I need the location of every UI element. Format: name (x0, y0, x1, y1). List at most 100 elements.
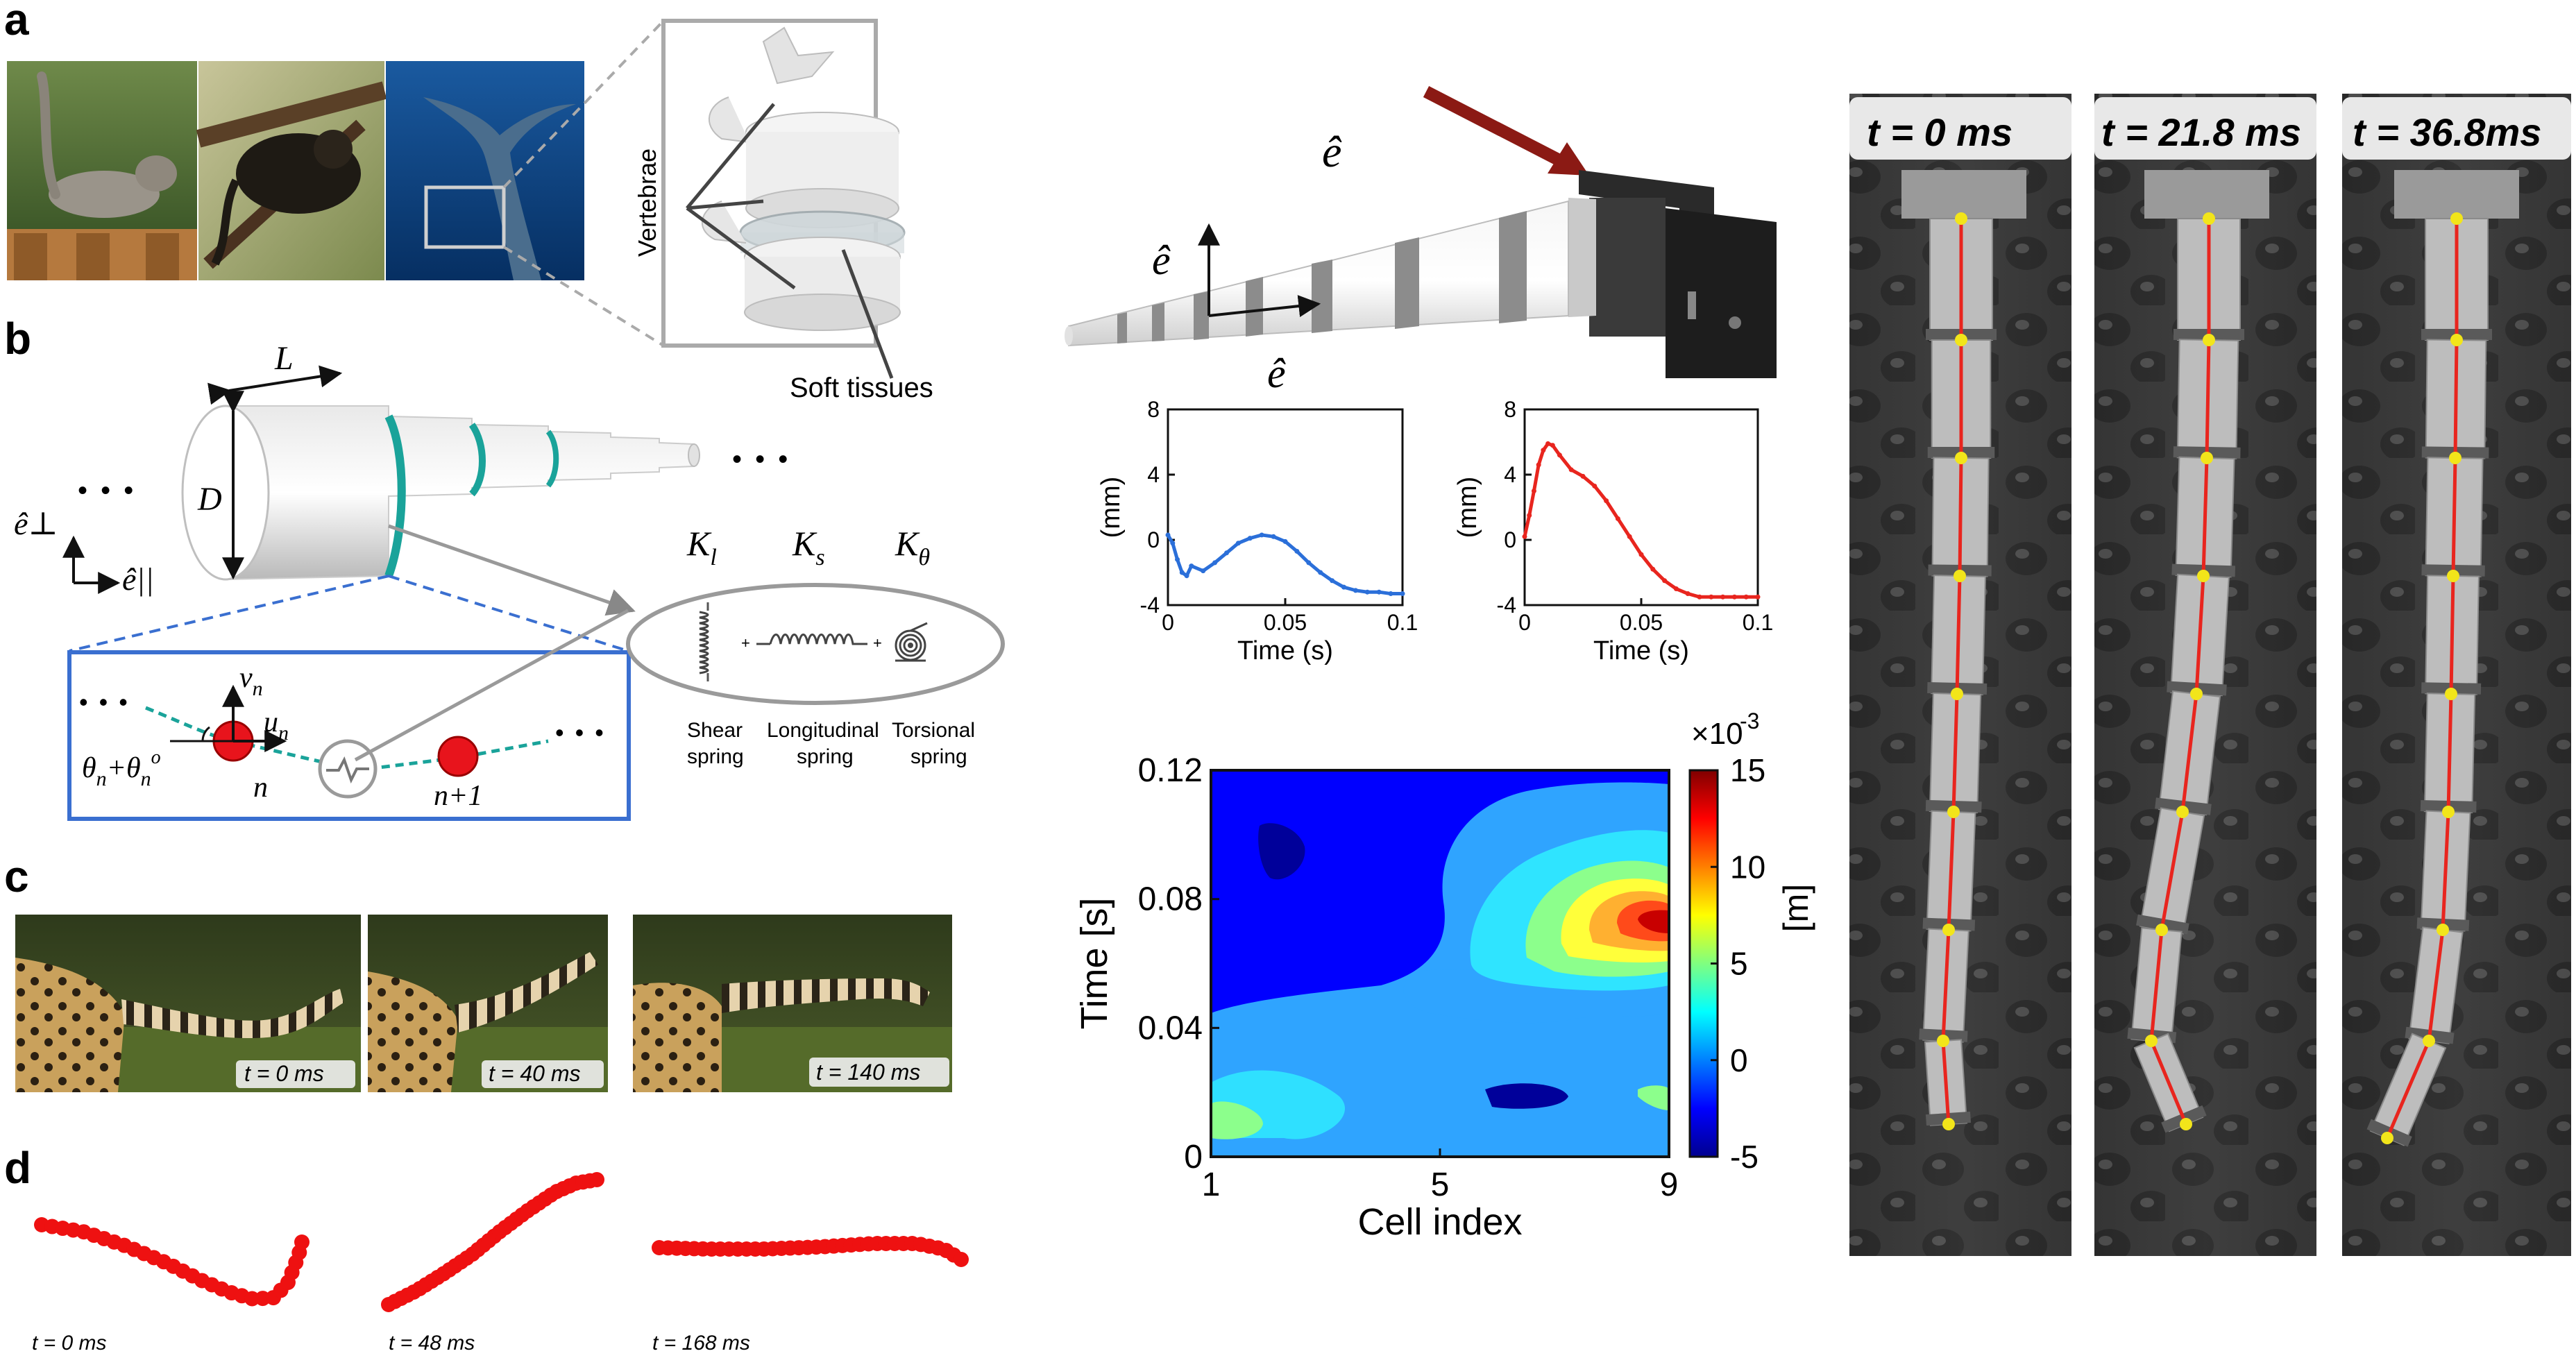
data-point (1638, 552, 1644, 557)
data-point (1170, 541, 1176, 546)
frame21-label: t = 21.8 ms (2101, 110, 2301, 154)
data-point (1557, 452, 1562, 458)
data-point (1755, 594, 1761, 600)
data-point (1709, 594, 1714, 600)
e-hat-top: ê (1322, 127, 1342, 176)
tracking-dot (1937, 1035, 1949, 1047)
colorbar-tick-label: 15 (1730, 752, 1765, 788)
torsional-line2: spring (910, 745, 967, 768)
tail-dot (244, 1291, 260, 1307)
plot-frame (1523, 408, 1759, 606)
v-label: vn (239, 662, 263, 700)
y-tick-label: -4 (1497, 593, 1516, 618)
shear-line1: Shear (687, 719, 743, 742)
data-point (1650, 566, 1656, 572)
colorbar-tick-label: 10 (1730, 849, 1765, 885)
x-tick-label: 5 (1431, 1166, 1450, 1203)
robot-frame-36: t = 36.8ms (2342, 94, 2571, 1256)
data-point (1531, 489, 1536, 493)
panel-d-letter: d (4, 1143, 31, 1193)
data-point (1592, 483, 1598, 489)
colorbar-tick-label: 5 (1730, 946, 1748, 982)
svg-text:+: + (873, 634, 882, 652)
e-par-label: ê|| (122, 561, 154, 597)
data-point (1247, 536, 1253, 541)
panel-a-letter: a (4, 0, 29, 44)
k-l-label: Kl (686, 524, 717, 570)
y-tick-label: 0 (1184, 1139, 1203, 1175)
u-label: un (264, 706, 289, 745)
torsional-spring-icon (895, 622, 928, 662)
theta-label: θn+θno (82, 747, 161, 790)
x-tick-label: 1 (1202, 1166, 1221, 1203)
y-tick-label: 0.08 (1138, 881, 1203, 918)
y-tick-label: -4 (1140, 593, 1160, 618)
data-point (1545, 441, 1551, 446)
whale-tail-photo (386, 61, 584, 280)
contour-fill (1211, 770, 1669, 1157)
data-point (1179, 570, 1185, 575)
data-point (1330, 578, 1335, 584)
data-point (1731, 594, 1737, 600)
tracking-dot (2449, 452, 2461, 464)
y-tick-label: 4 (1504, 462, 1516, 487)
data-point (1282, 538, 1288, 544)
frame36-label: t = 36.8ms (2353, 110, 2541, 154)
tracking-dot (2381, 1132, 2393, 1144)
tracking-dot (2423, 1035, 2435, 1047)
data-point (1388, 591, 1393, 597)
tail-dot (294, 1234, 310, 1250)
panel-c-letter: c (4, 851, 29, 901)
data-point (1318, 570, 1323, 575)
tracking-dot (2437, 924, 2449, 936)
length-arrow (207, 365, 343, 405)
data-point (1259, 532, 1264, 538)
tracking-dot (1947, 806, 1960, 818)
impact-arrow (1423, 85, 1568, 169)
data-point (1306, 560, 1312, 566)
soft-tissues-label: Soft tissues (790, 373, 933, 403)
colorbar-multiplier: ×10 (1691, 717, 1743, 751)
data-point (1189, 563, 1194, 569)
plot-frame (1167, 408, 1404, 606)
cheetah-t140-label: t = 140 ms (816, 1060, 920, 1085)
torsional-line1: Torsional (892, 719, 975, 742)
tracking-dot (2450, 334, 2463, 346)
y-tick-label: 8 (1147, 397, 1160, 422)
x-tick-label: 0 (1518, 610, 1531, 635)
data-point (1550, 443, 1555, 448)
tracking-dot (2447, 570, 2459, 582)
data-point (1541, 448, 1546, 453)
cheetah-frame-40: t = 40 ms (368, 915, 608, 1092)
data-point (1294, 548, 1300, 554)
colorbar-label: [m] (1777, 884, 1815, 932)
data-point (1235, 541, 1241, 546)
y-tick-label: 4 (1147, 462, 1160, 487)
length-label: L (274, 340, 294, 377)
tracking-dot (1955, 212, 1967, 225)
robot-tail-model: ê ê ê (1065, 85, 1777, 396)
x-tick-label: 9 (1660, 1166, 1679, 1203)
k-s-label: Ks (792, 524, 825, 570)
tracking-dot (2180, 1118, 2192, 1130)
shear-spring-icon (699, 611, 709, 674)
tracking-dot (1955, 334, 1967, 346)
data-point (1184, 573, 1189, 579)
tracking-dot (2190, 688, 2203, 700)
x-axis-title: Time (s) (1237, 636, 1333, 665)
data-point (1604, 498, 1609, 504)
panel-d: d t = 0 ms t = 48 ms t = 168 ms (4, 1143, 969, 1355)
zoom-line-bottom (502, 246, 665, 347)
robot-photo-strip: t = 0 ms t = 21.8 ms t = 36.8ms (1849, 94, 2571, 1256)
cheetah-frame-140: t = 140 ms (633, 915, 952, 1092)
tracking-dot (2203, 212, 2215, 225)
cheetah-t0-label: t = 0 ms (244, 1061, 324, 1086)
x-axis-title: Time (s) (1593, 636, 1689, 665)
y-tick-label: 0.12 (1138, 752, 1203, 789)
data-point (1165, 532, 1171, 538)
shear-line2: spring (687, 745, 744, 768)
data-point (1627, 534, 1632, 539)
y-tick-label: 0.04 (1138, 1010, 1203, 1046)
